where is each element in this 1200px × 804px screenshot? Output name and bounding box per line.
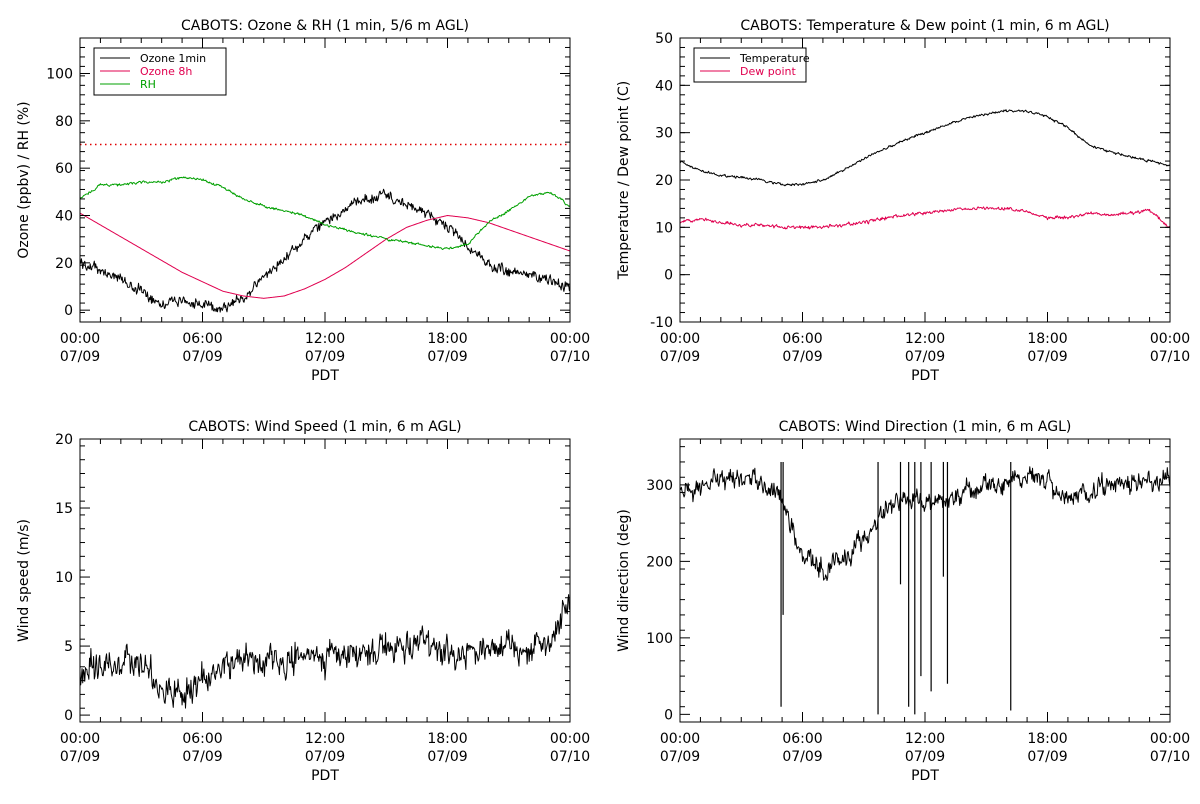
x-tick-label: 00:00: [660, 731, 700, 747]
plot-area: [680, 109, 1170, 230]
x-tick-label: 18:00: [427, 331, 467, 347]
y-tick-label: 100: [46, 67, 73, 83]
x-tick-date-label: 07/09: [305, 749, 345, 765]
x-tick-date-label: 07/10: [1150, 749, 1190, 765]
y-tick-label: 80: [55, 114, 73, 130]
x-tick-label: 06:00: [782, 331, 822, 347]
x-tick-label: 18:00: [1027, 331, 1067, 347]
x-tick-label: 00:00: [660, 331, 700, 347]
plot-frame: [679, 438, 1171, 723]
legend-label-2: Ozone 8h: [140, 65, 192, 78]
x-tick-label: 06:00: [182, 331, 222, 347]
x-tick-label: 00:00: [550, 331, 590, 347]
x-tick-date-label: 07/09: [60, 349, 100, 365]
legend-label-3: RH: [140, 78, 156, 91]
y-tick-label: 40: [55, 209, 73, 225]
x-axis-label: PDT: [311, 368, 339, 384]
series-line-1: [680, 109, 1170, 187]
series-line-1: [80, 594, 570, 709]
x-tick-label: 00:00: [1150, 331, 1190, 347]
x-tick-date-label: 07/10: [550, 749, 590, 765]
x-tick-label: 18:00: [1027, 731, 1067, 747]
x-axis-label: PDT: [911, 768, 939, 784]
y-tick-label: 20: [55, 256, 73, 272]
x-tick-date-label: 07/09: [182, 349, 222, 365]
plot-area: [680, 461, 1170, 715]
series-line-3: [80, 176, 570, 251]
chart-title: CABOTS: Wind Direction (1 min, 6 m AGL): [779, 419, 1072, 435]
chart-panel-1: CABOTS: Ozone & RH (1 min, 5/6 m AGL) 0 20…: [16, 18, 590, 384]
x-tick-label: 00:00: [60, 731, 100, 747]
x-tick-date-label: 07/09: [182, 749, 222, 765]
y-tick-label: 50: [655, 31, 673, 47]
x-tick-label: 06:00: [782, 731, 822, 747]
y-tick-label: 0: [664, 268, 673, 284]
legend-label-1: Ozone 1min: [140, 52, 206, 65]
legend-box: [693, 47, 807, 83]
x-tick-label: 00:00: [550, 731, 590, 747]
y-tick-label: 60: [55, 161, 73, 177]
x-axis-label: PDT: [911, 368, 939, 384]
x-tick-label: 12:00: [905, 731, 945, 747]
series-line-2: [680, 206, 1170, 230]
x-tick-date-label: 07/09: [660, 749, 700, 765]
x-tick-label: 00:00: [1150, 731, 1190, 747]
chart-panel-3: CABOTS: Wind Speed (1 min, 6 m AGL) 0 5 10 1…: [16, 419, 590, 784]
y-tick-label: 0: [64, 708, 73, 724]
x-tick-date-label: 07/09: [1027, 349, 1067, 365]
chart-panel-4: CABOTS: Wind Direction (1 min, 6 m AGL) 0…: [616, 419, 1190, 784]
x-tick-label: 00:00: [60, 331, 100, 347]
x-tick-date-label: 07/10: [1150, 349, 1190, 365]
plot-area: [80, 143, 570, 313]
x-tick-date-label: 07/09: [905, 349, 945, 365]
y-axis-label: Wind direction (deg): [616, 509, 632, 652]
x-tick-date-label: 07/09: [782, 749, 822, 765]
y-tick-label: -10: [650, 315, 673, 331]
plot-area: [80, 594, 570, 709]
x-tick-label: 12:00: [305, 331, 345, 347]
x-tick-date-label: 07/09: [660, 349, 700, 365]
chart-panel-2: CABOTS: Temperature & Dew point (1 min, …: [616, 18, 1190, 384]
y-tick-label: 200: [646, 554, 673, 570]
y-tick-label: 20: [55, 432, 73, 448]
y-tick-label: 100: [646, 631, 673, 647]
y-tick-label: 0: [64, 303, 73, 319]
y-axis-label: Wind speed (m/s): [16, 519, 32, 642]
legend-label-1: Temperature: [739, 52, 810, 65]
x-axis-label: PDT: [311, 768, 339, 784]
y-tick-label: 40: [655, 78, 673, 94]
y-axis-label: Temperature / Dew point (C): [616, 81, 632, 280]
x-tick-date-label: 07/09: [1027, 749, 1067, 765]
chart-title: CABOTS: Ozone & RH (1 min, 5/6 m AGL): [181, 18, 469, 34]
y-tick-label: 300: [646, 478, 673, 494]
y-tick-label: 10: [655, 220, 673, 236]
y-tick-label: 0: [664, 707, 673, 723]
x-tick-label: 06:00: [182, 731, 222, 747]
y-tick-label: 15: [55, 501, 73, 517]
x-tick-date-label: 07/09: [427, 349, 467, 365]
x-tick-label: 12:00: [905, 331, 945, 347]
series-line-1: [80, 188, 570, 313]
x-tick-label: 12:00: [305, 731, 345, 747]
chart-title: CABOTS: Temperature & Dew point (1 min, …: [740, 18, 1109, 34]
x-tick-label: 18:00: [427, 731, 467, 747]
x-tick-date-label: 07/09: [905, 749, 945, 765]
series-line-2: [80, 212, 570, 299]
chart-title: CABOTS: Wind Speed (1 min, 6 m AGL): [188, 419, 461, 435]
x-tick-date-label: 07/10: [550, 349, 590, 365]
y-tick-label: 5: [64, 639, 73, 655]
x-tick-date-label: 07/09: [305, 349, 345, 365]
x-tick-date-label: 07/09: [782, 349, 822, 365]
y-tick-label: 20: [655, 173, 673, 189]
y-tick-label: 30: [655, 126, 673, 142]
series-line-1: [680, 466, 1170, 581]
x-tick-date-label: 07/09: [427, 749, 467, 765]
x-tick-date-label: 07/09: [60, 749, 100, 765]
y-tick-label: 10: [55, 570, 73, 586]
legend-label-2: Dew point: [740, 65, 796, 78]
y-axis-label: Ozone (ppbv) / RH (%): [16, 101, 32, 258]
